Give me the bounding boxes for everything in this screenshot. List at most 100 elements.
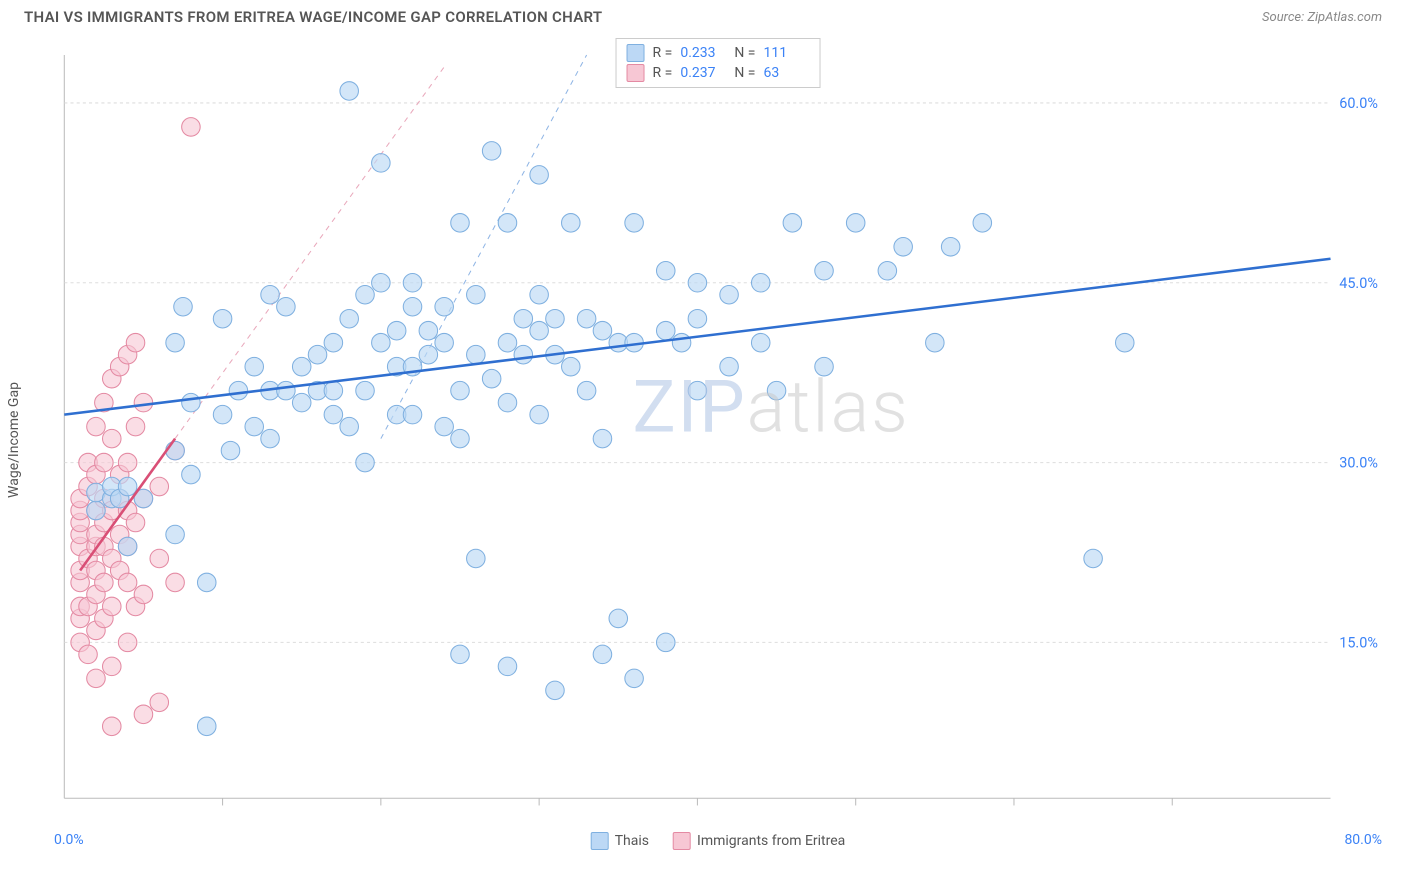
chart-header: THAI VS IMMIGRANTS FROM ERITREA WAGE/INC… [0,0,1406,30]
eritrea-point [95,453,114,472]
thais-point [878,262,897,281]
thais-point [577,309,596,328]
eritrea-point [103,717,122,736]
x-axis-max-label: 80.0% [1344,832,1382,848]
thais-point [467,285,486,304]
thais-point [593,645,612,664]
thais-point [324,405,343,424]
eritrea-point [166,573,185,592]
thais-point [941,238,960,257]
chart-area: Wage/Income Gap 15.0%30.0%45.0%60.0% ZIP… [54,30,1382,850]
thais-point [261,285,280,304]
thais-point [498,333,517,352]
eritrea-point [95,573,114,592]
thais-point [213,309,232,328]
thais-point [514,309,533,328]
legend-item: Immigrants from Eritrea [673,832,845,850]
thais-point [451,214,470,233]
eritrea-point [182,118,201,137]
thais-point [672,333,691,352]
thais-point [609,609,628,628]
thais-point [197,573,216,592]
legend-swatch [673,832,691,850]
thais-point [467,345,486,364]
legend-label: Thais [615,833,649,849]
eritrea-point [79,645,98,664]
stats-row: R =0.233N =111 [627,43,810,63]
thais-point [973,214,992,233]
thais-point [174,297,193,316]
eritrea-point [150,477,169,496]
thais-point [482,142,501,161]
eritrea-point [134,585,153,604]
thais-point [530,285,549,304]
n-label: N = [734,65,755,81]
legend-label: Immigrants from Eritrea [697,833,845,849]
y-axis-label: Wage/Income Gap [6,382,22,498]
thais-point [656,262,675,281]
thais-point [846,214,865,233]
x-axis-min-label: 0.0% [54,832,84,848]
thais-point [562,357,581,376]
thais-point [166,441,185,460]
thais-point [308,345,327,364]
eritrea-point [103,657,122,676]
thais-point [221,441,240,460]
thais-point [656,633,675,652]
eritrea-point [103,429,122,448]
thais-point [593,321,612,340]
thais-point [498,393,517,412]
thais-point [372,333,391,352]
thais-point [182,393,201,412]
stats-legend: R =0.233N =111R =0.237N =63 [616,38,821,88]
thais-point [593,429,612,448]
thais-point [245,417,264,436]
eritrea-point [126,333,145,352]
thais-point [1115,333,1134,352]
thais-point [372,273,391,292]
n-value: 63 [763,65,809,81]
thais-point [435,417,454,436]
thais-point [403,297,422,316]
legend-item: Thais [591,832,649,850]
thais-point [419,345,438,364]
r-label: R = [653,65,673,81]
thais-point [656,321,675,340]
thais-point [751,273,770,292]
thais-point [783,214,802,233]
thais-point [403,273,422,292]
thais-point [720,285,739,304]
thais-point [1084,549,1103,568]
thais-point [451,645,470,664]
chart-source: Source: ZipAtlas.com [1262,10,1382,25]
thais-point [340,82,359,101]
svg-text:45.0%: 45.0% [1339,275,1378,292]
eritrea-point [87,669,106,688]
legend-swatch [627,44,645,62]
eritrea-point [150,693,169,712]
thais-point [688,273,707,292]
thais-point [625,214,644,233]
eritrea-point [118,633,137,652]
thais-point [435,333,454,352]
eritrea-point [126,513,145,532]
thais-point [894,238,913,257]
thais-point [530,321,549,340]
legend-swatch [591,832,609,850]
thais-point [720,357,739,376]
thais-point [197,717,216,736]
thais-point [751,333,770,352]
eritrea-point [87,417,106,436]
thais-point [530,166,549,185]
thais-point [118,537,137,556]
legend-swatch [627,64,645,82]
thais-point [451,429,470,448]
n-label: N = [734,45,755,61]
series-legend: Thais Immigrants from Eritrea [591,826,846,850]
thais-point [403,405,422,424]
thais-point [530,405,549,424]
eritrea-point [150,549,169,568]
thais-point [815,262,834,281]
thais-point [562,214,581,233]
thais-point [324,381,343,400]
